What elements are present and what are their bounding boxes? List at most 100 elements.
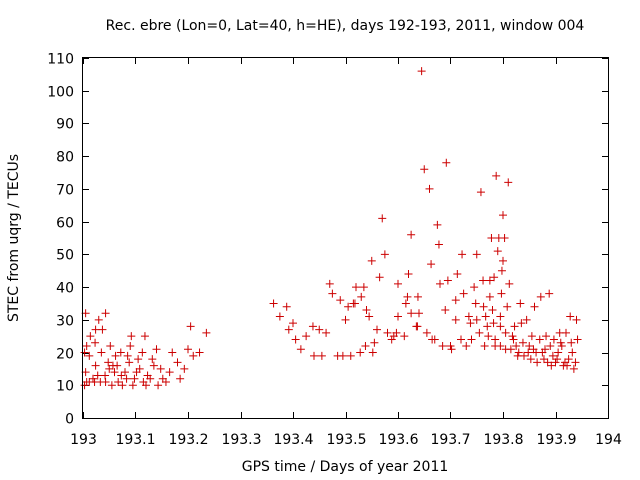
data-point — [269, 299, 278, 308]
data-point — [562, 328, 570, 337]
data-point — [475, 328, 484, 337]
data-point — [138, 348, 147, 357]
data-points — [80, 67, 582, 390]
data-point — [352, 283, 360, 292]
data-point — [420, 165, 429, 174]
data-point — [442, 158, 451, 167]
data-point — [551, 358, 560, 367]
data-point — [184, 345, 192, 354]
data-point — [505, 279, 514, 288]
data-point — [447, 345, 456, 354]
data-point — [149, 361, 158, 370]
data-point — [117, 371, 126, 380]
data-point — [356, 348, 365, 357]
data-point — [487, 234, 496, 242]
data-point — [127, 332, 136, 341]
data-point — [516, 299, 525, 308]
data-point — [464, 312, 473, 321]
data-point — [400, 332, 409, 341]
data-point — [106, 342, 115, 350]
data-point — [407, 309, 416, 318]
data-point — [457, 335, 465, 344]
data-point — [128, 381, 137, 390]
data-point — [82, 342, 91, 350]
data-point — [492, 171, 501, 180]
data-point — [496, 342, 505, 350]
data-point — [453, 270, 462, 278]
data-point — [520, 351, 528, 360]
data-point — [359, 283, 368, 292]
y-tick-label: 40 — [56, 281, 74, 297]
data-point — [357, 292, 366, 301]
data-point — [541, 345, 549, 354]
data-point — [564, 355, 573, 364]
y-axis-label: STEC from uqrg / TECUs — [6, 154, 22, 322]
data-point — [481, 312, 490, 321]
data-point — [282, 302, 291, 311]
data-point — [110, 368, 119, 377]
x-tick-label: 193.8 — [483, 432, 523, 448]
data-point — [186, 322, 195, 331]
data-point — [557, 342, 566, 350]
data-point — [499, 211, 507, 220]
data-point — [427, 260, 436, 269]
data-point — [98, 325, 107, 334]
data-point — [346, 351, 355, 360]
chart-title: Rec. ebre (Lon=0, Lat=40, h=HE), days 19… — [106, 18, 585, 34]
data-point — [407, 230, 416, 239]
data-point — [466, 319, 475, 328]
data-point — [425, 184, 434, 193]
data-point — [317, 351, 326, 360]
data-point — [496, 312, 505, 321]
data-point — [85, 351, 94, 360]
y-tick-label: 10 — [56, 379, 74, 395]
data-point — [542, 332, 551, 341]
data-point — [525, 342, 534, 350]
data-point — [479, 276, 488, 285]
data-point — [530, 302, 539, 311]
y-tick-label: 70 — [56, 183, 74, 199]
data-point — [470, 283, 479, 292]
y-tick-label: 60 — [56, 216, 74, 232]
data-point — [368, 348, 377, 357]
data-point — [370, 338, 379, 347]
x-tick-label: 193.1 — [115, 432, 155, 448]
axis-ticks — [83, 58, 609, 419]
data-point — [308, 322, 317, 331]
data-point — [107, 381, 116, 390]
data-point — [118, 381, 127, 390]
data-point — [154, 381, 163, 390]
data-point — [152, 345, 161, 354]
data-point — [556, 338, 565, 347]
data-point — [479, 302, 488, 311]
y-tick-label: 110 — [47, 52, 74, 68]
y-tick-label: 50 — [56, 248, 74, 264]
data-point — [509, 335, 518, 344]
data-point — [451, 296, 460, 305]
data-point — [518, 338, 527, 347]
data-point — [571, 358, 580, 367]
data-point — [122, 374, 131, 383]
data-point — [476, 188, 485, 197]
data-point — [510, 322, 519, 331]
data-point — [101, 378, 110, 386]
data-point — [322, 328, 331, 337]
data-point — [367, 256, 376, 265]
data-point — [202, 328, 211, 337]
data-point — [284, 325, 293, 334]
data-point — [104, 358, 113, 367]
data-point — [404, 270, 413, 278]
data-point — [413, 322, 422, 331]
data-point — [394, 279, 402, 288]
data-point — [546, 342, 555, 350]
x-tick-label: 193 — [70, 432, 97, 448]
x-tick-label: 193.5 — [326, 432, 366, 448]
axis-tick-labels: 193 193.1 193.2 193.3 193.4 193.5 193.6 193.7 19… — [47, 52, 622, 449]
data-point — [480, 342, 489, 350]
data-point — [403, 292, 412, 301]
data-point — [291, 335, 300, 344]
data-point — [485, 276, 494, 285]
x-tick-label: 193.7 — [430, 432, 470, 448]
data-point — [173, 358, 182, 367]
data-point — [499, 256, 507, 265]
